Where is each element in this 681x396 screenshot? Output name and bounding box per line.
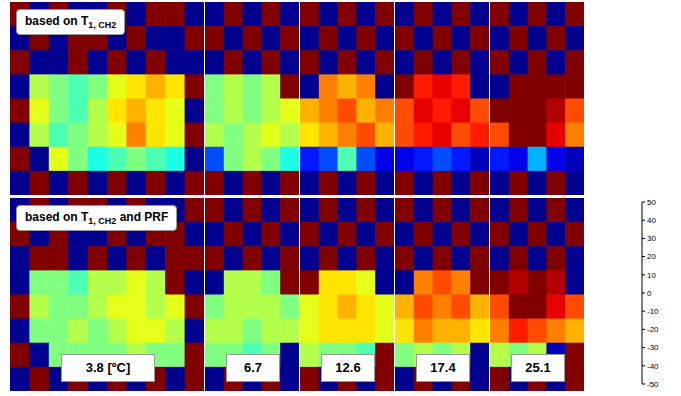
svg-text:50: 50 (647, 198, 656, 207)
html-text:based on T1, CH2: based on T1, CH2 (25, 14, 117, 31)
html-text:based on T1, CH2and PRF: based on T1, CH2and PRF (25, 210, 169, 227)
html-text:17.4: 17.4 (430, 360, 456, 375)
html-text:6.7: 6.7 (244, 360, 262, 375)
svg-text:30: 30 (647, 234, 656, 243)
html-text:12.6: 12.6 (335, 360, 361, 375)
html-text:25.1: 25.1 (525, 360, 551, 375)
svg-text:40: 40 (647, 216, 656, 225)
svg-text:20: 20 (647, 252, 656, 261)
svg-text:-50: -50 (647, 380, 659, 389)
svg-text:10: 10 (647, 271, 656, 280)
html-text:3.8 [ºC]: 3.8 [ºC] (85, 360, 131, 375)
svg-text:-10: -10 (647, 307, 659, 316)
svg-text:0: 0 (647, 289, 652, 298)
svg-text:-30: -30 (647, 343, 659, 352)
svg-text:-40: -40 (647, 362, 659, 371)
svg-text:-20: -20 (647, 325, 659, 334)
